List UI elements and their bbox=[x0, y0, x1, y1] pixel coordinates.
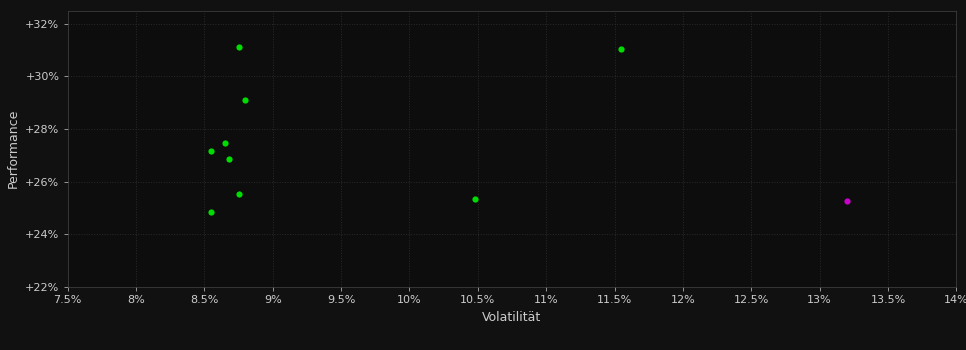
Point bbox=[468, 196, 483, 202]
Point bbox=[231, 44, 246, 50]
Point bbox=[839, 198, 855, 204]
Point bbox=[204, 209, 219, 215]
Point bbox=[613, 46, 629, 51]
Y-axis label: Performance: Performance bbox=[7, 109, 19, 188]
Point bbox=[221, 156, 237, 162]
Point bbox=[204, 149, 219, 154]
Point bbox=[231, 191, 246, 196]
Point bbox=[217, 141, 233, 146]
X-axis label: Volatilität: Volatilität bbox=[482, 311, 542, 324]
Point bbox=[238, 97, 253, 103]
